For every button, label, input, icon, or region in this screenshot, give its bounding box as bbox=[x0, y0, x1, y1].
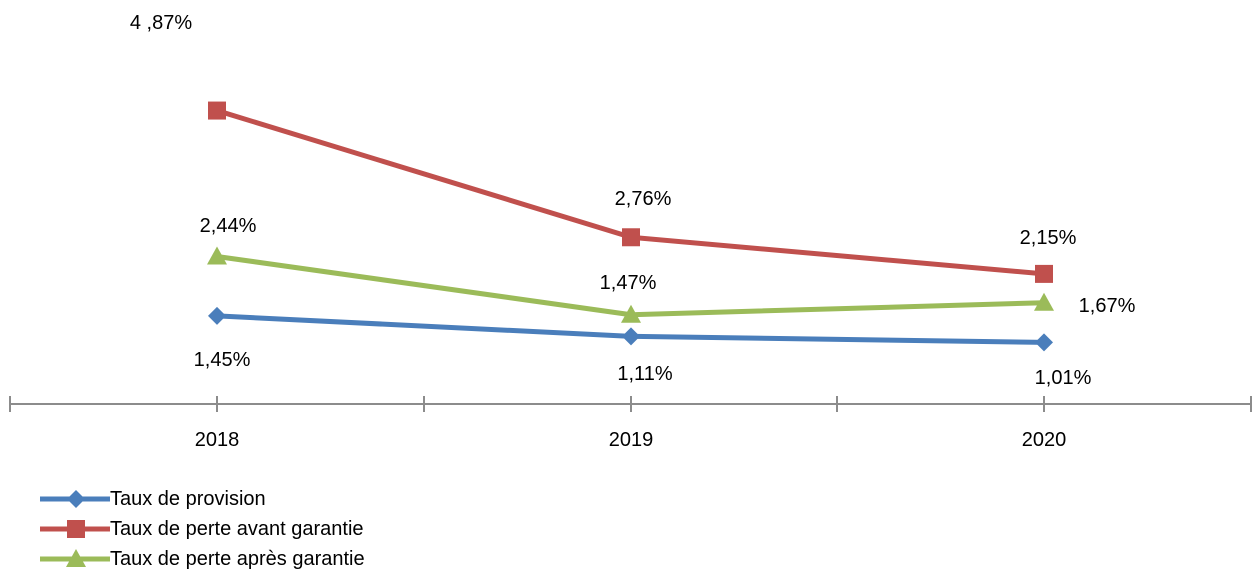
data-label: 1,11% bbox=[617, 363, 672, 385]
series-layer bbox=[207, 101, 1054, 352]
data-label: 1,67% bbox=[1079, 295, 1136, 317]
legend-swatch bbox=[40, 549, 110, 567]
series-3 bbox=[207, 246, 1054, 323]
legend-swatch bbox=[40, 520, 110, 538]
data-point-marker bbox=[622, 228, 640, 247]
legend: Taux de provision Taux de perte avant gar… bbox=[38, 484, 365, 574]
data-point-marker bbox=[67, 520, 85, 538]
series-2 bbox=[208, 101, 1053, 283]
data-point-marker bbox=[622, 327, 640, 346]
legend-item: Taux de perte après garantie bbox=[38, 544, 365, 574]
data-labels: 1,45% 1,11% 1,01% 4 ,87% 2,76% 2,15% 2,44% 1,47… bbox=[130, 12, 1136, 389]
data-point-marker bbox=[208, 101, 226, 120]
data-point-marker bbox=[1034, 292, 1054, 311]
data-label: 2,76% bbox=[615, 188, 672, 210]
data-point-marker bbox=[1035, 333, 1053, 352]
data-label: 4 ,87% bbox=[130, 12, 192, 34]
data-point-marker bbox=[67, 490, 85, 508]
legend-item: Taux de provision bbox=[38, 484, 365, 514]
x-tick-label: 2020 bbox=[1022, 429, 1067, 451]
data-label: 1,01% bbox=[1035, 367, 1092, 389]
data-point-marker bbox=[1035, 264, 1053, 283]
line-chart: 2018 2019 2020 1,45% 1,11% 1,01% 4 ,87% 2,76% 2… bbox=[9, 12, 1252, 451]
x-tick-label: 2018 bbox=[195, 429, 240, 451]
legend-item: Taux de perte avant garantie bbox=[38, 514, 365, 544]
legend-swatch bbox=[40, 490, 110, 508]
data-point-marker bbox=[208, 306, 226, 325]
x-axis: 2018 2019 2020 bbox=[9, 396, 1252, 451]
data-label: 2,44% bbox=[200, 215, 257, 237]
legend-label: Taux de perte avant garantie bbox=[110, 517, 364, 540]
data-point-marker bbox=[66, 549, 86, 567]
series-1 bbox=[208, 306, 1053, 352]
data-point-marker bbox=[621, 304, 641, 323]
data-label: 2,15% bbox=[1020, 227, 1077, 249]
data-label: 1,47% bbox=[600, 272, 657, 294]
x-tick-label: 2019 bbox=[609, 429, 654, 451]
legend-label: Taux de provision bbox=[110, 487, 266, 510]
data-point-marker bbox=[207, 246, 227, 265]
data-label: 1,45% bbox=[194, 349, 251, 371]
legend-label: Taux de perte après garantie bbox=[110, 547, 365, 570]
